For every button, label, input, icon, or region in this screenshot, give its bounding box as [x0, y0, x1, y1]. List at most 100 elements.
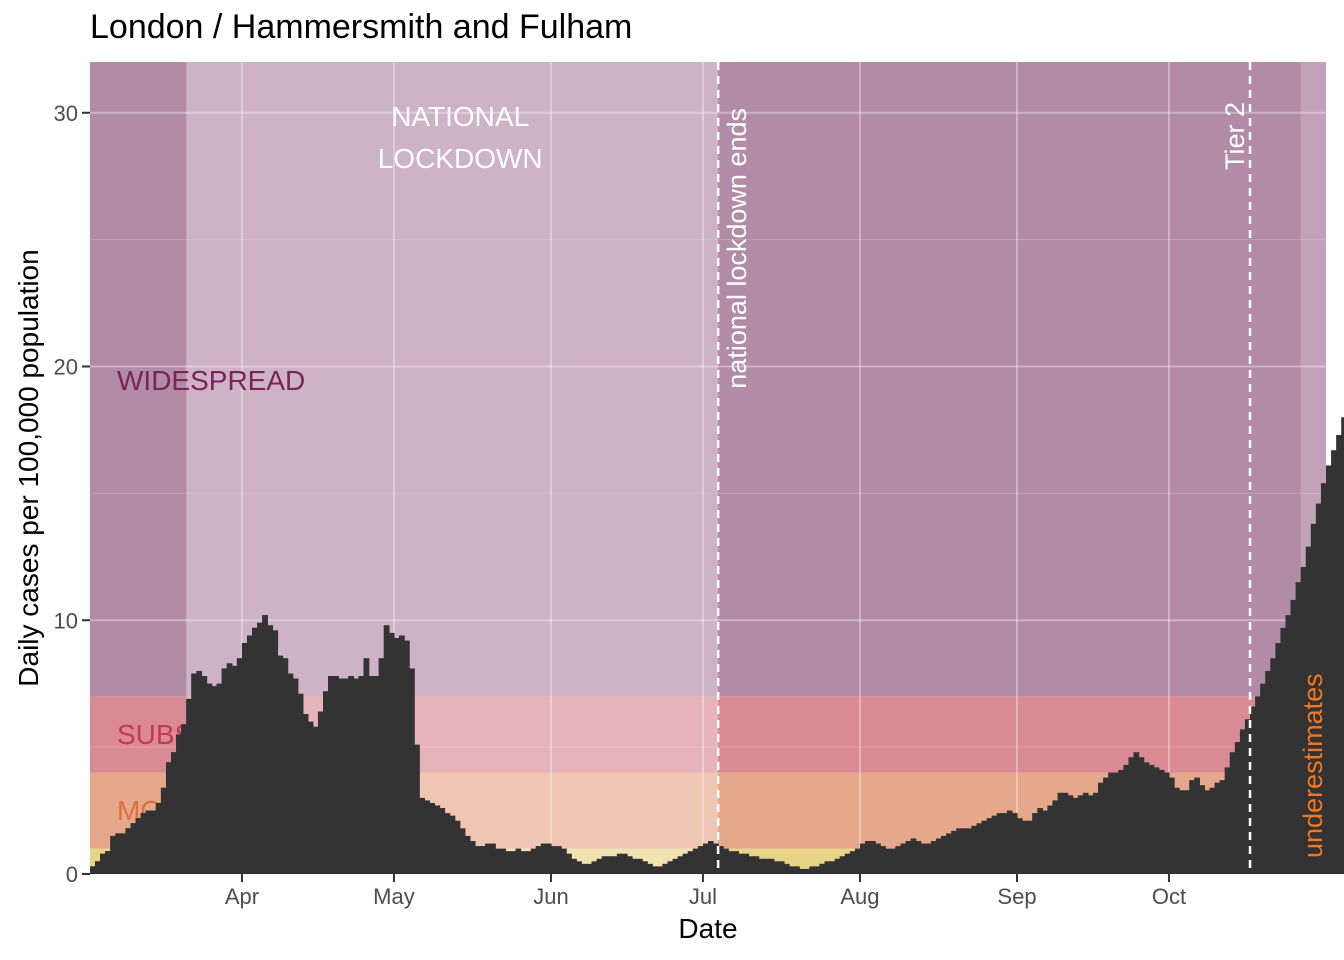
bar-81	[500, 848, 506, 874]
bar-112	[657, 866, 664, 874]
axes: 0 10 20 30 Apr May Jun Jul Aug Sep Oct Date Daily ca…	[13, 101, 1186, 944]
bar-74	[464, 835, 471, 874]
bar-222	[1214, 782, 1221, 874]
bar-224	[1224, 767, 1231, 874]
bar-109	[642, 861, 648, 874]
bar-76	[474, 846, 481, 874]
bar-123	[713, 843, 719, 874]
bar-246	[1336, 435, 1342, 874]
bar-244	[1326, 465, 1332, 874]
bar-103	[611, 856, 618, 874]
bar-189	[1047, 805, 1054, 874]
bar-213	[1168, 777, 1175, 874]
bar-163	[915, 841, 922, 874]
bar-198	[1092, 792, 1099, 874]
bar-110	[647, 863, 653, 874]
bar-63	[409, 668, 415, 874]
bar-172	[961, 828, 967, 874]
bar-121	[702, 843, 709, 874]
bar-211	[1158, 769, 1165, 874]
bar-73	[459, 828, 466, 874]
bar-167	[935, 838, 942, 874]
bar-158	[890, 848, 897, 874]
bar-overlay-60	[393, 638, 400, 874]
bar-226	[1234, 742, 1241, 874]
bar-67	[429, 802, 436, 874]
bar-188	[1042, 810, 1048, 874]
bar-overlay-15	[165, 762, 172, 874]
bar-86	[525, 851, 532, 874]
bar-124	[718, 846, 724, 874]
bar-99	[591, 861, 598, 874]
bar-219	[1199, 785, 1206, 874]
bar-overlay-28	[231, 665, 238, 874]
bar-150	[849, 851, 856, 874]
bar-111	[652, 866, 658, 874]
bar-194	[1072, 797, 1079, 874]
bar-245	[1331, 450, 1337, 874]
bar-overlay-43	[307, 721, 314, 874]
bar-171	[956, 828, 962, 874]
bar-overlay-47	[328, 676, 334, 874]
bar-231	[1260, 683, 1266, 874]
bar-234	[1275, 643, 1282, 874]
bar-overlay-31	[247, 635, 253, 874]
bar-94	[566, 853, 572, 874]
bar-overlay-23	[206, 683, 213, 874]
bar-156	[880, 846, 886, 874]
bar-106	[626, 856, 633, 874]
bar-139	[794, 866, 800, 874]
bar-65	[419, 797, 425, 874]
bar-101	[601, 856, 608, 874]
bar-175	[976, 823, 983, 874]
bar-overlay-20	[191, 673, 197, 874]
bar-overlay-29	[236, 658, 243, 874]
bar-118	[687, 851, 694, 874]
x-tick-label-3: Jul	[689, 884, 717, 909]
bar-overlay-54	[363, 658, 370, 874]
bar-overlay-45	[317, 711, 324, 874]
bar-186	[1032, 813, 1038, 874]
band-labels: NATIONALLOCKDOWNMODERATESUBSTANTIALWIDES…	[90, 101, 1328, 874]
bar-68	[434, 805, 441, 874]
bar-92	[556, 846, 562, 874]
bar-233	[1270, 658, 1276, 874]
bar-242	[1315, 503, 1322, 874]
bar-105	[621, 853, 628, 874]
bar-157	[885, 848, 891, 874]
bar-199	[1098, 782, 1104, 874]
bar-210	[1153, 767, 1160, 874]
bar-169	[946, 833, 952, 874]
bar-239	[1300, 566, 1307, 874]
bar-178	[991, 815, 998, 874]
bar-overlay-12	[150, 810, 157, 874]
bar-114	[667, 861, 674, 874]
bar-218	[1194, 777, 1200, 874]
bar-overlay-33	[257, 622, 263, 874]
bar-183	[1017, 818, 1023, 874]
bar-95	[571, 858, 577, 874]
bar-155	[875, 843, 881, 874]
bar-overlay-50	[343, 678, 349, 874]
bar-overlay-19	[186, 698, 192, 874]
bar-228	[1244, 719, 1251, 874]
bar-204	[1123, 764, 1130, 874]
bar-141	[804, 868, 810, 874]
bar-overlay-42	[302, 714, 309, 874]
bar-overlay-53	[358, 676, 365, 874]
bar-208	[1143, 762, 1150, 874]
lockdown-label-1: LOCKDOWN	[378, 143, 543, 174]
bar-overlay-48	[333, 676, 339, 874]
bar-220	[1204, 790, 1211, 874]
bar-98	[586, 863, 593, 874]
bar-overlay-10	[140, 813, 147, 874]
bar-88	[535, 846, 542, 874]
x-axis-title: Date	[678, 913, 737, 944]
bar-144	[819, 863, 826, 874]
bar-overlay-61	[399, 635, 405, 874]
bar-179	[996, 813, 1003, 874]
bar-overlay-30	[241, 643, 248, 874]
bar-136	[778, 861, 785, 874]
